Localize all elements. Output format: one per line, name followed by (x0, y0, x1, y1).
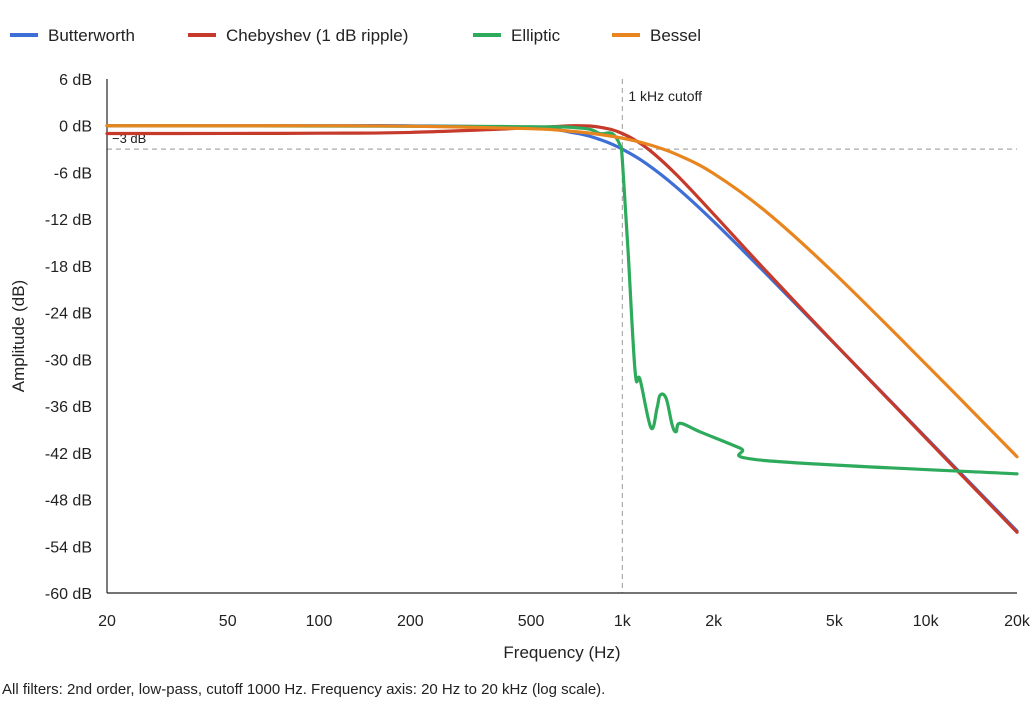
series-line-bessel (105, 124, 1019, 459)
chart-caption: All filters: 2nd order, low-pass, cutoff… (2, 681, 606, 698)
x-tick-label: 100 (306, 613, 333, 630)
x-tick-label: 500 (518, 613, 545, 630)
legend-label: Elliptic (511, 26, 561, 45)
x-tick-label: 10k (913, 613, 940, 630)
series-line-elliptic (105, 124, 1019, 476)
y-axis-label: Amplitude (dB) (9, 280, 28, 392)
y-tick-label: -60 dB (45, 586, 92, 603)
series-line-chebyshev (105, 124, 1019, 534)
y-tick-label: -54 dB (45, 539, 92, 556)
x-tick-label: 1k (614, 613, 632, 630)
y-tick-label: -24 dB (45, 306, 92, 323)
legend: Butterworth Chebyshev (1 dB ripple) Ellipt… (10, 26, 701, 45)
y-tick-label: -30 dB (45, 352, 92, 369)
y-tick-label: -18 dB (45, 259, 92, 276)
x-tick-label: 50 (219, 613, 237, 630)
legend-label: Bessel (650, 26, 701, 45)
series-line-butterworth (105, 124, 1019, 533)
x-tick-label: 2k (705, 613, 723, 630)
x-tick-label: 5k (826, 613, 844, 630)
series-lines (105, 124, 1019, 534)
y-tick-label: -42 dB (45, 446, 92, 463)
legend-label: Butterworth (48, 26, 135, 45)
cutoff-label: 1 kHz cutoff (628, 88, 702, 104)
y-tick-label: -6 dB (54, 165, 92, 182)
x-tick-label: 20 (98, 613, 116, 630)
x-tick-label: 20k (1004, 613, 1031, 630)
y-tick-label: -12 dB (45, 212, 92, 229)
reference-lines: 1 kHz cutoff−3 dB (107, 79, 1017, 593)
axes: 6 dB 0 dB -6 dB -12 dB -18 dB -24 dB -30 dB -36… (45, 72, 1031, 630)
y-tick-label: 0 dB (59, 119, 92, 136)
y-tick-label: 6 dB (59, 72, 92, 89)
x-tick-label: 200 (397, 613, 424, 630)
legend-label: Chebyshev (1 dB ripple) (226, 26, 408, 45)
x-axis-label: Frequency (Hz) (503, 643, 620, 662)
y-tick-label: -36 dB (45, 399, 92, 416)
y-tick-label: -48 dB (45, 493, 92, 510)
